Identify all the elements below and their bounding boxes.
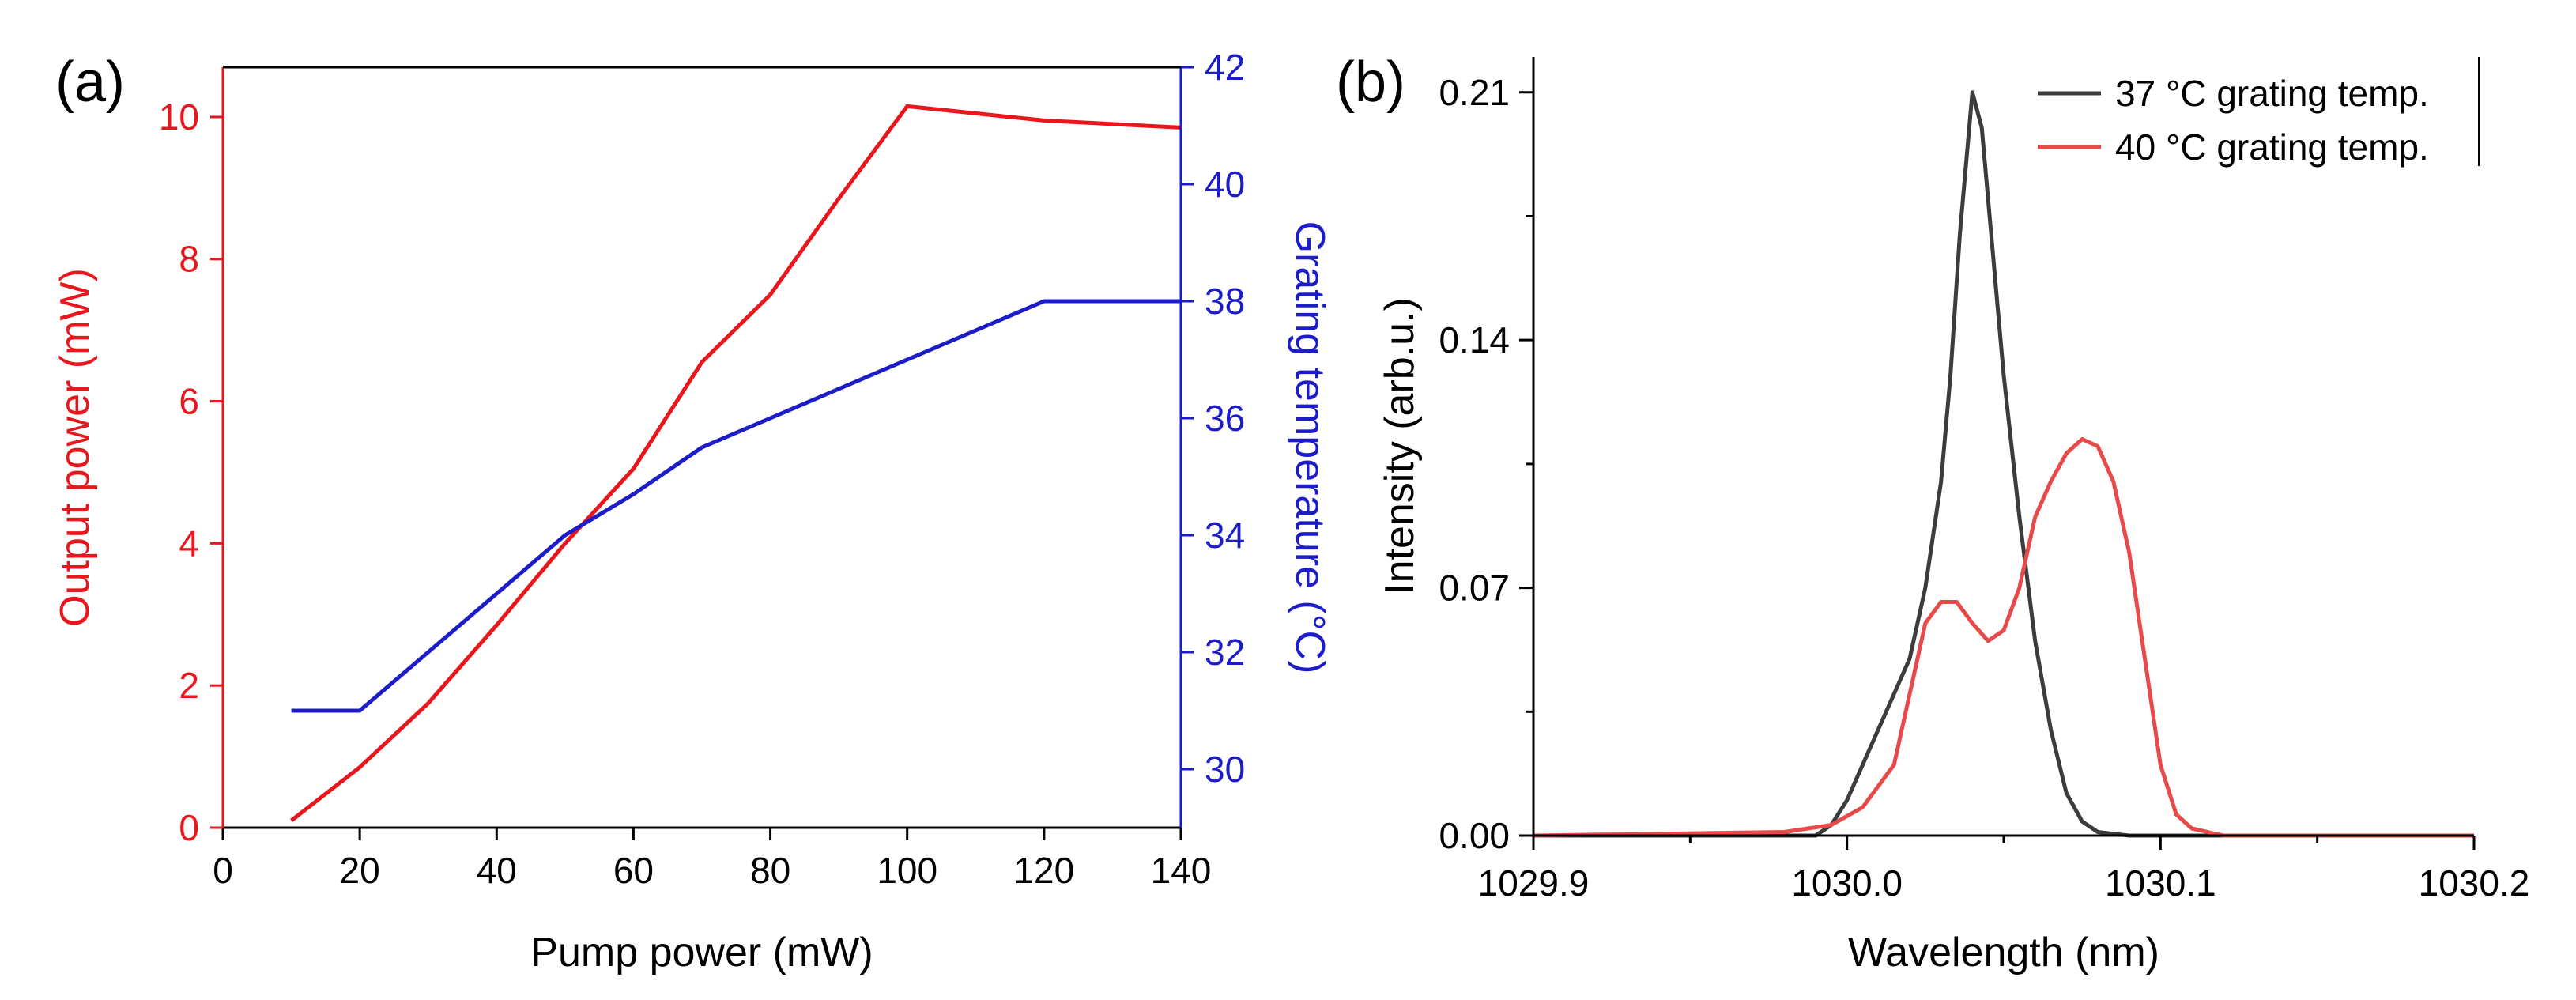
panel-a-label: (a): [55, 51, 125, 114]
panel-b-series-40c-line: [1533, 437, 2474, 838]
panel-b-x-tick-label: 1030.0: [1791, 862, 1903, 904]
panel-a-x-tick-label: 0: [213, 850, 233, 891]
panel-a-series-grating-temperature-line: [291, 299, 1181, 713]
panel-a-x-tick-label: 100: [877, 850, 937, 891]
panel-b-y-label: Intensity (arb.u.): [1377, 297, 1423, 594]
panel-b-marks: [1533, 90, 2474, 838]
panel-b-y-tick-label: 0.07: [1439, 568, 1510, 609]
panel-a-y-tick-label: 2: [179, 665, 199, 706]
panel-a-x-tick-label: 40: [477, 850, 517, 891]
panel-a-x-tick-label: 80: [750, 850, 790, 891]
panel-a-ticks: 0 20 40 60 80 100 120 140 0 2 4 6 8 10 30 32 34 36 38 40 42: [159, 47, 1245, 891]
panel-b-ticks: 1029.9 1030.0 1030.1 1030.2 0.00 0.07 0.14 0.21: [1439, 72, 2529, 904]
panel-a-series-output-power-line: [290, 104, 1182, 822]
panel-b-legend-label: 37 °C grating temp.: [2115, 73, 2429, 114]
panel-b-x-tick-label: 1029.9: [1478, 862, 1590, 904]
panel-b-x-label: Wavelength (nm): [1848, 930, 2159, 975]
panel-b: (b) 1029.9 1030.0 1030.1 1030.2 0.00 0.07 0.14…: [1336, 51, 2529, 975]
panel-b-y-tick-label: 0.21: [1439, 72, 1510, 113]
panel-a-x-label: Pump power (mW): [530, 930, 873, 975]
panel-a-y-tick-label: 0: [179, 807, 199, 848]
panel-b-y-tick-label: 0.00: [1439, 815, 1510, 856]
panel-a-y-tick-label: 6: [179, 381, 199, 422]
panel-a-y2-tick-label: 36: [1205, 398, 1245, 439]
panel-a-y2-tick-label: 38: [1205, 281, 1245, 322]
panel-a-y2-tick-label: 40: [1205, 164, 1245, 205]
panel-b-label: (b): [1336, 51, 1405, 114]
panel-b-y-tick-label: 0.14: [1439, 319, 1510, 360]
panel-a-y-label: Output power (mW): [52, 268, 98, 627]
panel-b-series-37c-line: [1533, 90, 2474, 838]
panel-a: (a) 0 20 40 60 80 100 120 140 0 2 4 6 8 10 30 32 34 36 38 4…: [52, 47, 1333, 975]
panel-b-legend: 37 °C grating temp. 40 °C grating temp.: [2038, 57, 2480, 168]
panel-a-y2-tick-label: 42: [1205, 47, 1245, 88]
panel-a-y-tick-label: 10: [159, 96, 199, 138]
panel-a-x-tick-label: 20: [340, 850, 380, 891]
panel-a-y-tick-label: 4: [179, 523, 199, 564]
panel-b-legend-label: 40 °C grating temp.: [2115, 126, 2429, 168]
panel-a-y2-tick-label: 34: [1205, 515, 1245, 556]
panel-a-y2-tick-label: 30: [1205, 749, 1245, 790]
panel-a-y2-label: Grating temperature (°C): [1287, 221, 1333, 674]
panel-b-x-tick-label: 1030.1: [2105, 862, 2216, 904]
panel-a-x-tick-label: 140: [1151, 850, 1212, 891]
panel-a-x-tick-label: 120: [1013, 850, 1074, 891]
panel-a-x-tick-label: 60: [613, 850, 654, 891]
panel-a-y2-tick-label: 32: [1205, 632, 1245, 673]
panel-b-x-tick-label: 1030.2: [2419, 862, 2530, 904]
panel-a-y-tick-label: 8: [179, 239, 199, 280]
panel-a-marks: [290, 104, 1182, 822]
